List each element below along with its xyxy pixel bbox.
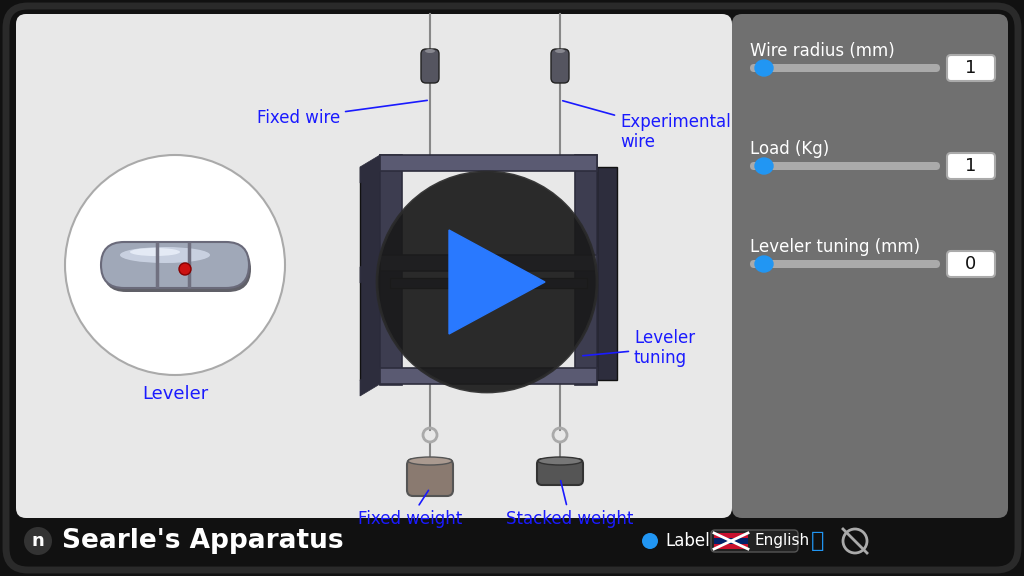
Bar bbox=[380, 368, 597, 384]
Text: Load (Kg): Load (Kg) bbox=[750, 140, 829, 158]
Bar bbox=[380, 255, 597, 271]
Polygon shape bbox=[360, 155, 380, 183]
Text: 1: 1 bbox=[966, 59, 977, 77]
Text: Leveler tuning (mm): Leveler tuning (mm) bbox=[750, 238, 921, 256]
FancyBboxPatch shape bbox=[16, 14, 732, 518]
Text: Experimental
wire: Experimental wire bbox=[562, 101, 731, 151]
FancyBboxPatch shape bbox=[6, 6, 1018, 570]
FancyBboxPatch shape bbox=[750, 64, 940, 72]
FancyBboxPatch shape bbox=[732, 14, 1008, 518]
Polygon shape bbox=[449, 230, 545, 334]
Text: English: English bbox=[755, 533, 810, 548]
Ellipse shape bbox=[755, 158, 773, 174]
Ellipse shape bbox=[755, 256, 773, 272]
FancyBboxPatch shape bbox=[947, 153, 995, 179]
Ellipse shape bbox=[555, 49, 565, 53]
Text: Fixed wire: Fixed wire bbox=[257, 100, 427, 127]
Text: 1: 1 bbox=[966, 157, 977, 175]
Text: Label: Label bbox=[665, 532, 710, 550]
FancyBboxPatch shape bbox=[551, 49, 569, 83]
Bar bbox=[714, 544, 748, 549]
Circle shape bbox=[65, 155, 285, 375]
Polygon shape bbox=[360, 368, 380, 396]
Text: Stacked weight: Stacked weight bbox=[506, 481, 634, 528]
Bar bbox=[390, 278, 587, 288]
Polygon shape bbox=[360, 255, 380, 283]
Text: ⛶: ⛶ bbox=[811, 531, 824, 551]
FancyBboxPatch shape bbox=[101, 242, 249, 288]
Bar bbox=[380, 155, 597, 171]
Ellipse shape bbox=[538, 457, 582, 465]
FancyBboxPatch shape bbox=[407, 459, 453, 496]
Text: Leveler: Leveler bbox=[142, 385, 208, 403]
Circle shape bbox=[179, 263, 191, 275]
Ellipse shape bbox=[425, 49, 435, 53]
Text: Searle's Apparatus: Searle's Apparatus bbox=[62, 528, 344, 554]
Bar bbox=[360, 167, 380, 380]
FancyBboxPatch shape bbox=[750, 260, 940, 268]
Circle shape bbox=[24, 527, 52, 555]
Text: Wire radius (mm): Wire radius (mm) bbox=[750, 42, 895, 60]
FancyBboxPatch shape bbox=[103, 246, 251, 292]
FancyBboxPatch shape bbox=[750, 162, 940, 170]
Text: n: n bbox=[32, 532, 44, 550]
Circle shape bbox=[377, 172, 597, 392]
Text: Leveler
tuning: Leveler tuning bbox=[583, 328, 695, 367]
Bar bbox=[714, 533, 748, 538]
FancyBboxPatch shape bbox=[16, 520, 1008, 562]
Text: 0: 0 bbox=[966, 255, 977, 273]
FancyBboxPatch shape bbox=[947, 251, 995, 277]
Bar bbox=[380, 155, 402, 385]
FancyBboxPatch shape bbox=[711, 530, 798, 552]
FancyBboxPatch shape bbox=[421, 49, 439, 83]
Ellipse shape bbox=[120, 247, 210, 263]
Ellipse shape bbox=[408, 457, 452, 465]
FancyBboxPatch shape bbox=[537, 459, 583, 485]
Bar bbox=[714, 533, 748, 549]
Circle shape bbox=[642, 533, 658, 549]
Ellipse shape bbox=[130, 248, 180, 256]
FancyBboxPatch shape bbox=[947, 55, 995, 81]
Bar bbox=[597, 167, 617, 380]
Ellipse shape bbox=[755, 60, 773, 76]
Text: Fixed weight: Fixed weight bbox=[357, 490, 462, 528]
Bar bbox=[575, 155, 597, 385]
